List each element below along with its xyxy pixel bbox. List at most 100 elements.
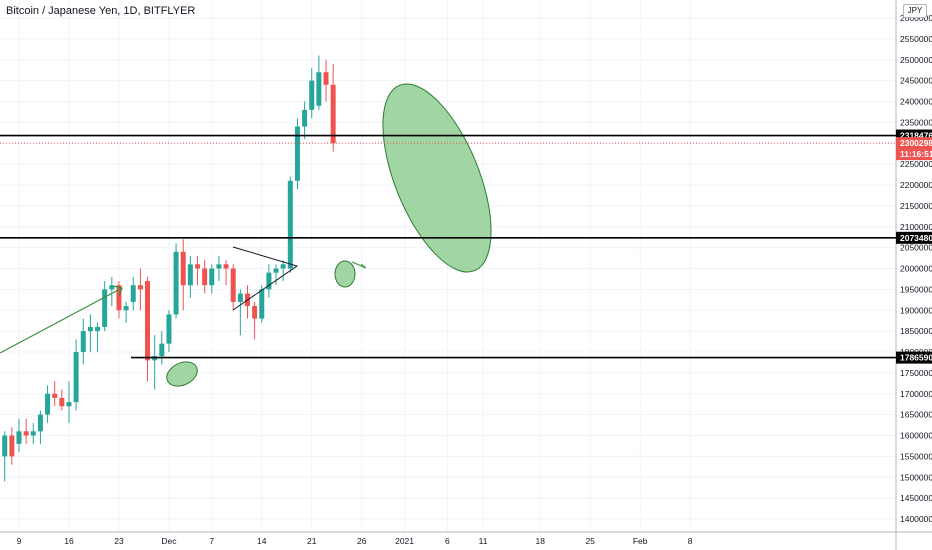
y-tick-label: 2600000 xyxy=(900,13,932,23)
candle-body xyxy=(294,126,300,181)
y-tick-label: 2050000 xyxy=(900,243,932,253)
x-tick-label: 18 xyxy=(535,536,545,546)
symbol-title: Bitcoin / Japanese Yen, 1D, BITFLYER xyxy=(6,5,196,17)
y-tick-label: 2450000 xyxy=(900,76,932,86)
candle-body xyxy=(223,264,229,269)
candle-body xyxy=(52,393,58,398)
y-tick-label: 2400000 xyxy=(900,97,932,107)
currency-button[interactable]: JPY xyxy=(903,4,927,18)
candle-body xyxy=(9,435,15,457)
candle-body xyxy=(37,414,43,432)
drawings[interactable] xyxy=(0,246,367,354)
y-tick-label: 1500000 xyxy=(900,472,932,482)
candle-body xyxy=(259,289,265,319)
trend-arrow-head[interactable] xyxy=(112,285,123,297)
y-tick-label: 2250000 xyxy=(900,159,932,169)
candle-body xyxy=(309,80,315,110)
x-tick-label: 26 xyxy=(357,536,367,546)
y-tick-label: 2350000 xyxy=(900,117,932,127)
x-tick-label: 23 xyxy=(114,536,124,546)
candle-body xyxy=(252,306,258,319)
y-tick-label: 1900000 xyxy=(900,305,932,315)
x-tick-label: Dec xyxy=(161,536,177,546)
highlight-ellipse-top[interactable] xyxy=(361,70,514,287)
highlight-ellipse-mid[interactable] xyxy=(334,260,356,288)
candle-body xyxy=(230,268,236,302)
trend-line[interactable] xyxy=(0,287,123,354)
candle-body xyxy=(216,264,222,269)
candle-body xyxy=(95,326,101,332)
candle-body xyxy=(59,397,65,407)
candle-body xyxy=(173,251,179,315)
candle-body xyxy=(166,314,172,344)
y-tick-label: 1850000 xyxy=(900,326,932,336)
countdown-label: 11:16:51 xyxy=(900,149,932,159)
candle-body xyxy=(302,109,308,127)
y-tick-label: 1450000 xyxy=(900,493,932,503)
y-tick-label: 2500000 xyxy=(900,55,932,65)
candle-body xyxy=(116,285,122,311)
y-tick-label: 1750000 xyxy=(900,368,932,378)
x-tick-label: 9 xyxy=(17,536,22,546)
level-tag-bg xyxy=(896,351,932,364)
candle-body xyxy=(209,268,215,286)
candle-body xyxy=(323,72,329,85)
candle-body xyxy=(23,431,29,436)
x-tick-label: 7 xyxy=(209,536,214,546)
level-tag-label: 2318476 xyxy=(900,131,932,141)
y-tick-label: 1550000 xyxy=(900,451,932,461)
y-tick-label: 2550000 xyxy=(900,34,932,44)
candle-body xyxy=(145,281,151,361)
triangle-pattern[interactable] xyxy=(232,246,299,311)
candle-body xyxy=(237,293,243,302)
last-price-label: 2300298 xyxy=(900,138,932,148)
candle-body xyxy=(266,272,272,290)
level-tag-label: 2073480 xyxy=(900,233,932,243)
candle-body xyxy=(280,264,286,269)
y-tick-label: 2100000 xyxy=(900,222,932,232)
last-price-tag-bg xyxy=(896,137,932,161)
candle-body xyxy=(187,264,193,286)
candle-body xyxy=(137,285,143,290)
drawings-behind xyxy=(163,70,514,390)
y-axis: 1400000 1450000 1500000 1550000 1600000 16500… xyxy=(895,0,932,550)
candle-body xyxy=(330,84,336,144)
x-tick-label: 16 xyxy=(64,536,74,546)
candle-body xyxy=(73,352,79,403)
y-tick-label: 1700000 xyxy=(900,389,932,399)
candle-body xyxy=(102,289,108,327)
x-tick-label: 2021 xyxy=(395,536,414,546)
candle-body xyxy=(130,285,136,302)
y-tick-label: 1650000 xyxy=(900,410,932,420)
candle-body xyxy=(180,251,186,286)
grid-layer xyxy=(0,0,896,532)
candle-body xyxy=(66,402,72,407)
candle-body xyxy=(45,393,51,415)
x-tick-label: 25 xyxy=(585,536,595,546)
candle-body xyxy=(16,431,22,444)
candle-body xyxy=(273,268,279,273)
y-tick-label: 2150000 xyxy=(900,201,932,211)
highlight-ellipse-low[interactable] xyxy=(163,357,201,390)
x-tick-label: 14 xyxy=(257,536,267,546)
candle-body xyxy=(123,306,129,311)
x-tick-label: 8 xyxy=(688,536,693,546)
candles xyxy=(2,55,336,482)
candle-body xyxy=(109,285,115,290)
x-axis: 9 16 23 Dec 7 14 21 26 2021 6 11 18 25 Feb 8 xyxy=(0,531,932,546)
breakout-arrow[interactable] xyxy=(351,261,367,269)
candle-body xyxy=(80,331,86,352)
candle-body xyxy=(202,268,208,286)
candle-body xyxy=(30,431,36,436)
y-tick-label: 1400000 xyxy=(900,514,932,524)
x-tick-label: 11 xyxy=(479,536,488,546)
y-tick-label: 1600000 xyxy=(900,431,932,441)
level-tag-bg xyxy=(896,231,932,244)
y-tick-label: 2200000 xyxy=(900,180,932,190)
candle-body xyxy=(159,343,165,357)
candle-body xyxy=(316,72,322,106)
x-tick-label: 6 xyxy=(445,536,450,546)
candle-body xyxy=(287,180,293,269)
